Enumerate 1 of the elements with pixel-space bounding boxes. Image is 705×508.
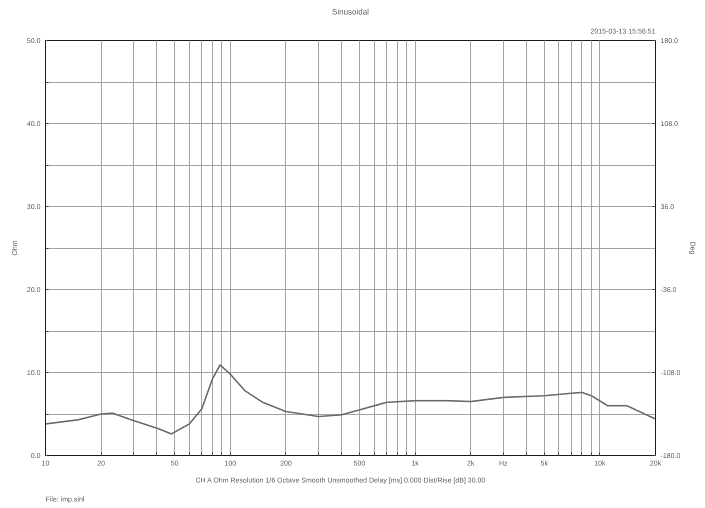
chart-title: Sinusoidal [332, 8, 370, 16]
